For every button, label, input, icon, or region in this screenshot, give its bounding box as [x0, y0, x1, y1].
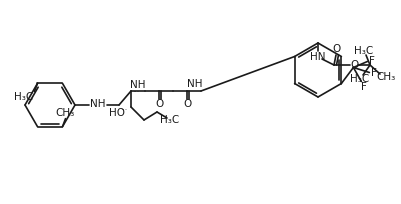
Text: H₃C: H₃C: [160, 115, 179, 125]
Text: O: O: [332, 44, 340, 54]
Text: H₃C: H₃C: [354, 46, 373, 56]
Text: ...: ...: [119, 103, 127, 112]
Text: ...: ...: [132, 85, 139, 94]
Text: NH: NH: [187, 79, 202, 89]
Text: F: F: [369, 57, 375, 67]
Text: HO: HO: [109, 108, 125, 118]
Text: H₃C: H₃C: [350, 74, 369, 84]
Text: F: F: [360, 82, 367, 92]
Text: H₃C: H₃C: [14, 92, 33, 102]
Text: O: O: [350, 60, 358, 70]
Text: HN: HN: [310, 52, 325, 62]
Text: CH₃: CH₃: [56, 108, 75, 118]
Text: O: O: [183, 99, 192, 109]
Text: CH₃: CH₃: [375, 72, 395, 82]
Text: O: O: [156, 99, 164, 109]
Text: NH: NH: [90, 99, 105, 109]
Text: NH: NH: [130, 80, 146, 90]
Text: F: F: [371, 68, 377, 78]
